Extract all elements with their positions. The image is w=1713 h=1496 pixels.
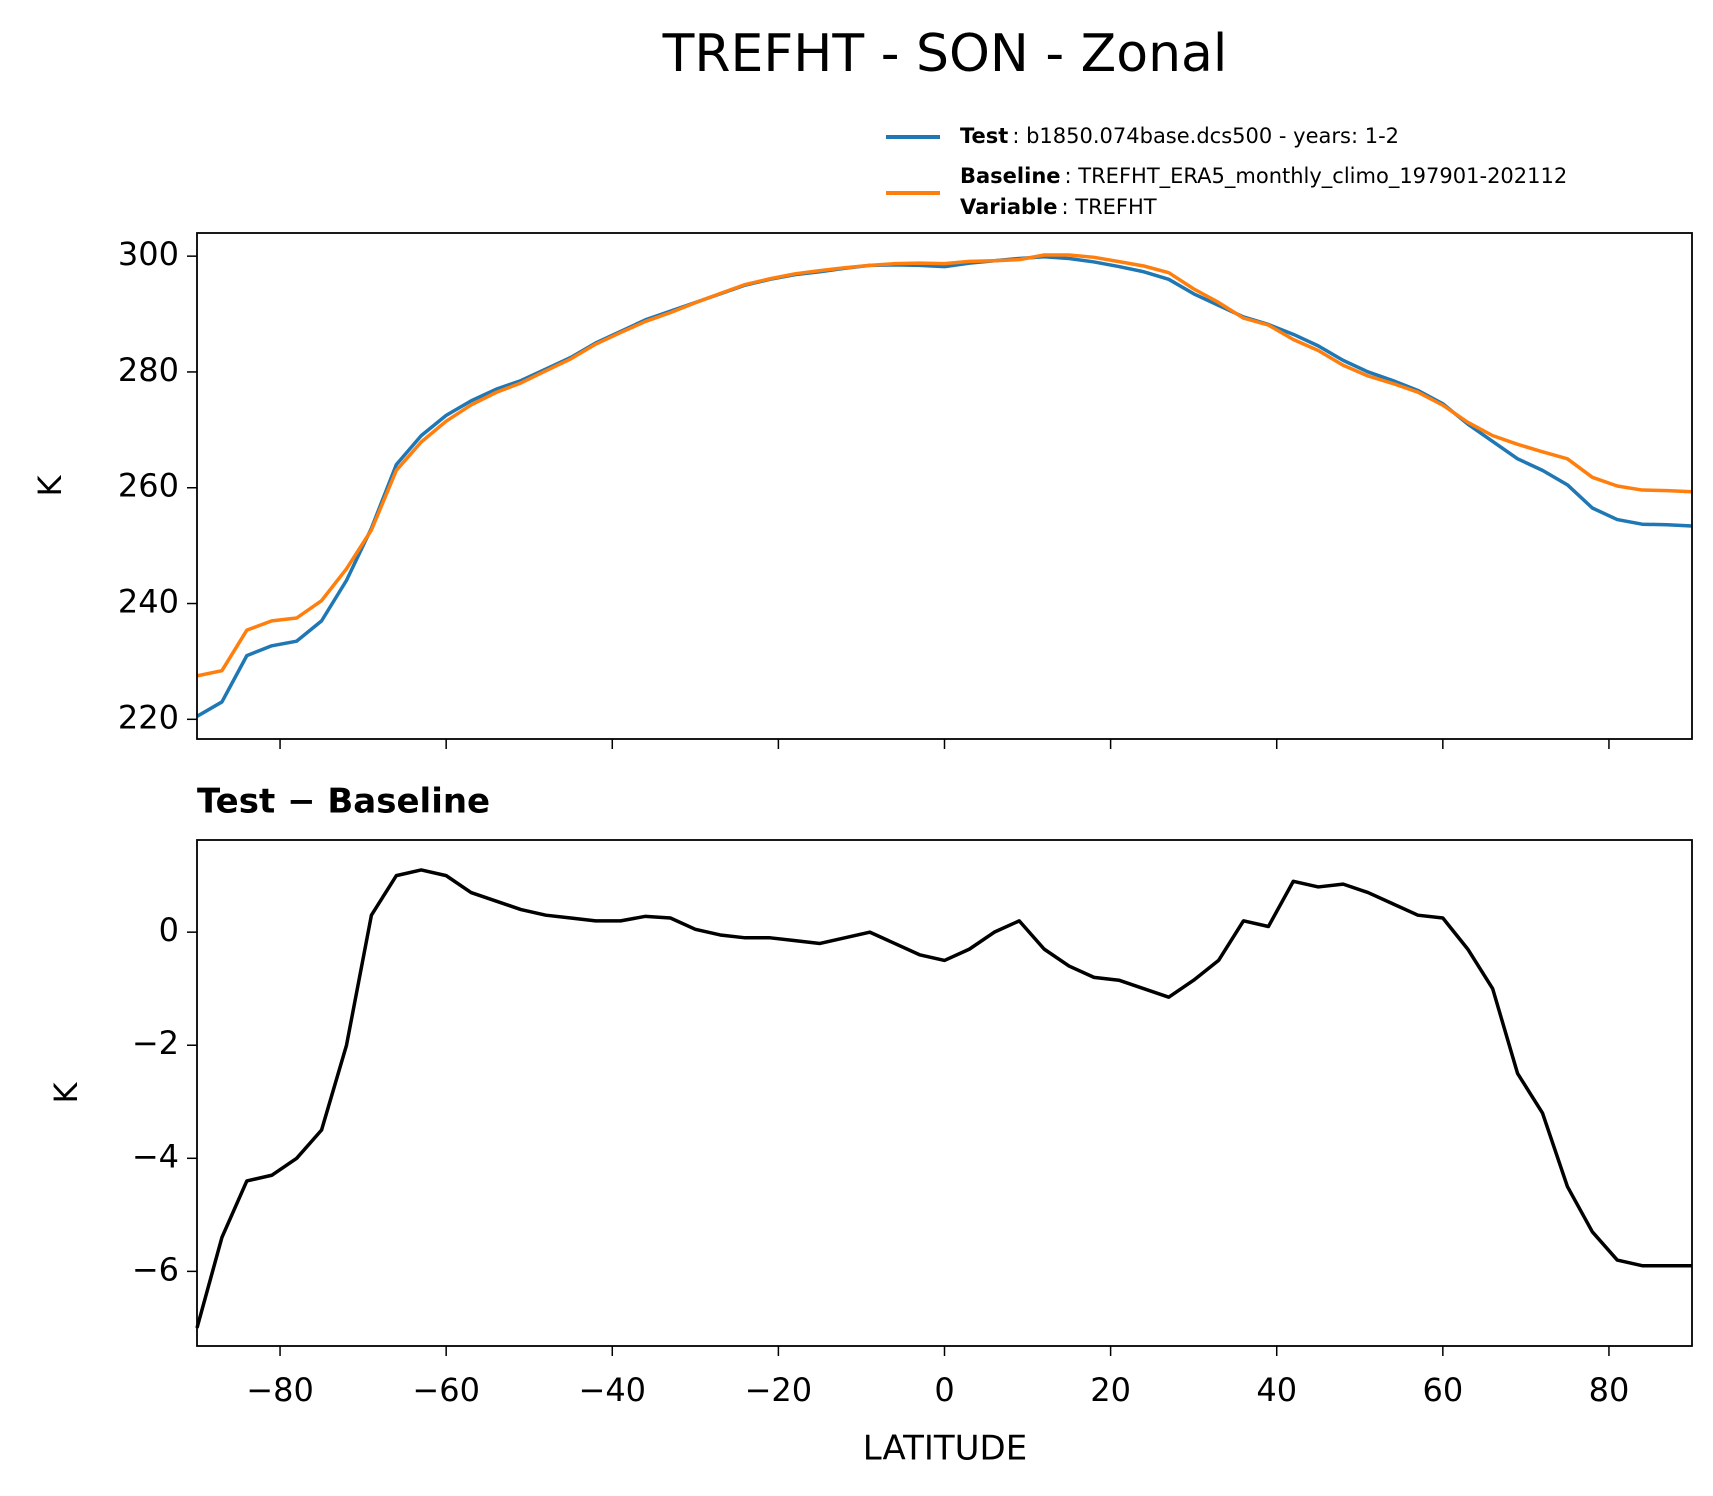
y-tick-label: −4 <box>132 1137 179 1175</box>
x-tick-label: −60 <box>412 1371 480 1409</box>
y-tick-label: −2 <box>132 1024 179 1062</box>
y-tick-label: 300 <box>118 235 179 273</box>
x-axis-label: LATITUDE <box>863 1429 1027 1469</box>
y-tick-label: 240 <box>118 583 179 621</box>
figure-title: TREFHT - SON - Zonal <box>662 24 1228 84</box>
y-tick-label: 220 <box>118 698 179 736</box>
legend-description: : TREFHT_ERA5_monthly_climo_197901-20211… <box>1065 164 1568 189</box>
legend-name: Baseline <box>960 164 1061 188</box>
legend-name: Variable <box>960 195 1057 219</box>
y-tick-label: 0 <box>159 911 179 949</box>
data-line <box>196 254 1693 718</box>
x-tick-label: 0 <box>934 1371 954 1409</box>
legend-entry: Baseline: TREFHT_ERA5_monthly_climo_1979… <box>960 164 1567 189</box>
legend-entry: Variable: TREFHT <box>960 195 1157 219</box>
legend-name: Test <box>960 124 1008 148</box>
axes-frame <box>196 232 1693 740</box>
x-tick-label: −40 <box>579 1371 647 1409</box>
y-tick-label: −6 <box>132 1250 179 1288</box>
y-tick-label: 260 <box>118 467 179 505</box>
x-tick-label: 60 <box>1422 1371 1463 1409</box>
x-tick-label: 20 <box>1090 1371 1131 1409</box>
x-tick-label: −20 <box>745 1371 813 1409</box>
y-axis-label: K <box>47 1081 85 1103</box>
y-axis-label: K <box>31 474 69 496</box>
subplot-title: Test − Baseline <box>197 782 490 822</box>
legend-description: : b1850.074base.dcs500 - years: 1-2 <box>1012 124 1399 148</box>
data-line <box>195 868 1692 1329</box>
legend-description: : TREFHT <box>1061 195 1156 219</box>
x-tick-label: 80 <box>1589 1371 1630 1409</box>
y-tick-label: 280 <box>118 351 179 389</box>
data-line <box>196 253 1693 678</box>
x-tick-label: 40 <box>1256 1371 1297 1409</box>
x-tick-label: −80 <box>246 1371 314 1409</box>
legend-entry: Test: b1850.074base.dcs500 - years: 1-2 <box>960 124 1399 148</box>
axes-frame <box>196 839 1693 1347</box>
